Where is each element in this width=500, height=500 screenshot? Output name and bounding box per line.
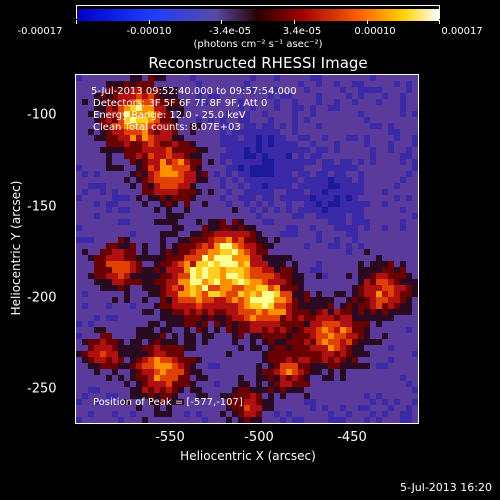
colorbar-tick bbox=[76, 20, 77, 24]
time-range-annotation: 5-Jul-2013 09:52:40.000 to 09:57:54.000 bbox=[91, 86, 297, 97]
plot-title: Reconstructed RHESSI Image bbox=[148, 54, 368, 72]
colorbar-tick bbox=[149, 20, 150, 24]
image-panel bbox=[75, 74, 419, 424]
x-tick-label: -550 bbox=[155, 430, 185, 445]
x-tick-label: -500 bbox=[244, 430, 274, 445]
x-axis-label: Heliocentric X (arcsec) bbox=[180, 449, 316, 463]
y-axis-label: Heliocentric Y (arcsec) bbox=[9, 180, 23, 316]
plot-date: 5-Jul-2013 16:20 bbox=[399, 481, 492, 494]
colorbar-tick-label: -0.00017 bbox=[17, 26, 63, 37]
colorbar-tick bbox=[439, 20, 440, 24]
peak-annotation: Position of Peak = [-577,-107] bbox=[93, 397, 243, 408]
colorbar-tick bbox=[221, 20, 222, 24]
colorbar bbox=[76, 5, 440, 21]
colorbar-tick-label: -3.4e-05 bbox=[209, 26, 251, 37]
counts-annotation: Clean Total counts: 8.07E+03 bbox=[93, 122, 241, 133]
colorbar-units: (photons cm⁻² s⁻¹ asec⁻²) bbox=[193, 39, 323, 50]
colorbar-tick-label: -0.00010 bbox=[126, 26, 172, 37]
y-tick-label: -100 bbox=[27, 107, 57, 123]
y-tick-label: -200 bbox=[27, 290, 57, 306]
colorbar-tick-label: 0.00017 bbox=[441, 26, 483, 37]
energy-annotation: Energy Range: 12.0 - 25.0 keV bbox=[93, 110, 246, 121]
colorbar-tick bbox=[294, 20, 295, 24]
y-tick-label: -150 bbox=[27, 199, 57, 215]
x-tick-label: -450 bbox=[337, 430, 367, 445]
colorbar-tick-label: 3.4e-05 bbox=[282, 26, 322, 37]
flux-image bbox=[76, 75, 418, 423]
detectors-annotation: Detectors: 3F 5F 6F 7F 8F 9F, Att 0 bbox=[93, 98, 268, 109]
colorbar-tick bbox=[367, 20, 368, 24]
y-tick-label: -250 bbox=[27, 381, 57, 397]
colorbar-tick-label: 0.00010 bbox=[354, 26, 396, 37]
colorbar-gradient bbox=[77, 9, 439, 21]
